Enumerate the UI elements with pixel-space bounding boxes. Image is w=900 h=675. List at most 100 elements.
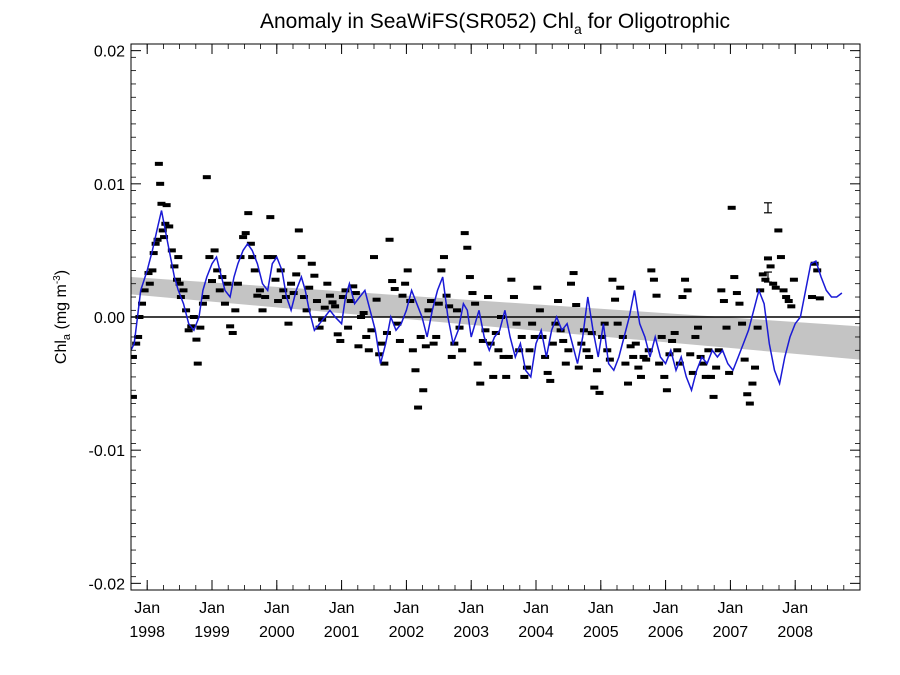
observation-point	[138, 301, 147, 306]
observation-point	[167, 248, 176, 253]
observation-point	[829, 0, 837, 4]
observation-point	[160, 235, 169, 240]
observation-point	[675, 361, 684, 366]
observation-point	[388, 279, 397, 284]
observation-point	[634, 365, 643, 370]
observation-point	[445, 304, 454, 309]
observation-point	[699, 361, 708, 366]
observation-point	[201, 295, 210, 300]
observation-point	[173, 277, 182, 282]
observation-point	[279, 288, 288, 293]
observation-point	[266, 215, 275, 220]
observation-point	[182, 308, 191, 313]
observation-point	[140, 288, 149, 293]
observation-point	[642, 357, 651, 362]
observation-point	[310, 273, 319, 278]
observation-point	[704, 348, 713, 353]
observation-point	[481, 328, 490, 333]
observation-point	[626, 344, 635, 349]
observation-point	[771, 285, 780, 290]
observation-point	[162, 203, 171, 208]
observation-point	[738, 321, 747, 326]
observation-point	[541, 354, 550, 359]
observation-point	[284, 321, 293, 326]
observation-point	[184, 328, 193, 333]
observation-point	[852, 0, 860, 4]
observation-point	[271, 277, 280, 282]
x-tick-month: Jan	[199, 600, 225, 617]
x-tick-year: 2003	[453, 624, 489, 641]
observation-point	[458, 348, 467, 353]
observation-point	[250, 268, 259, 273]
observation-point	[131, 394, 137, 399]
observation-point	[215, 288, 224, 293]
x-tick-month: Jan	[653, 600, 679, 617]
observation-point	[694, 325, 702, 330]
observation-point	[855, 0, 863, 4]
observation-point	[274, 299, 283, 304]
observation-point	[401, 281, 410, 286]
observation-point	[566, 281, 575, 286]
observation-point	[484, 295, 493, 300]
observation-point	[429, 341, 438, 346]
observation-point	[564, 348, 573, 353]
observation-point	[600, 321, 609, 326]
observation-point	[362, 334, 371, 339]
observation-point	[551, 321, 560, 326]
observation-point	[246, 241, 255, 246]
observation-point	[533, 285, 542, 290]
observation-point	[548, 341, 557, 346]
observation-point	[763, 256, 772, 261]
observation-point	[276, 268, 285, 273]
observation-point	[312, 299, 321, 304]
observation-point	[149, 251, 158, 256]
observation-point	[842, 0, 850, 4]
observation-point	[287, 281, 296, 286]
observation-point	[756, 288, 765, 293]
observation-point	[300, 295, 309, 300]
observation-point	[512, 321, 521, 326]
observation-point	[403, 268, 412, 273]
observation-point	[613, 321, 622, 326]
observation-point	[320, 305, 329, 310]
observation-point	[727, 205, 736, 210]
observation-point	[233, 281, 242, 286]
observation-point	[491, 330, 500, 335]
observation-point	[595, 390, 604, 395]
observation-point	[411, 368, 420, 373]
observation-point	[530, 334, 539, 339]
observation-point	[434, 301, 443, 306]
observation-point	[395, 338, 404, 343]
observation-point	[717, 288, 726, 293]
y-tick-label: -0.01	[89, 443, 126, 460]
y-tick-label: 0.00	[94, 310, 125, 327]
observation-point	[624, 381, 633, 386]
observation-point	[421, 344, 430, 349]
observation-point	[722, 325, 731, 330]
observation-point	[662, 388, 671, 393]
observation-point	[735, 301, 744, 306]
observation-point	[639, 354, 648, 359]
observation-point	[447, 354, 456, 359]
observation-point	[165, 224, 174, 229]
observation-point	[839, 0, 847, 4]
y-axis-label-superscript: -3	[52, 275, 63, 284]
observation-point	[813, 268, 822, 273]
observation-point	[745, 401, 754, 406]
observation-point	[499, 354, 508, 359]
observation-point	[377, 341, 386, 346]
observation-point	[652, 293, 661, 298]
observation-point	[244, 211, 253, 216]
observation-point	[255, 288, 264, 293]
observation-point	[543, 370, 552, 375]
observation-point	[213, 268, 222, 273]
observation-point	[189, 315, 198, 319]
observation-point	[294, 228, 303, 233]
observation-point	[758, 272, 767, 277]
observation-point	[837, 0, 845, 4]
observation-point	[463, 245, 472, 250]
observation-point	[647, 268, 656, 273]
observation-point	[370, 255, 378, 260]
x-tick-month: Jan	[588, 600, 614, 617]
observation-point	[587, 330, 596, 335]
